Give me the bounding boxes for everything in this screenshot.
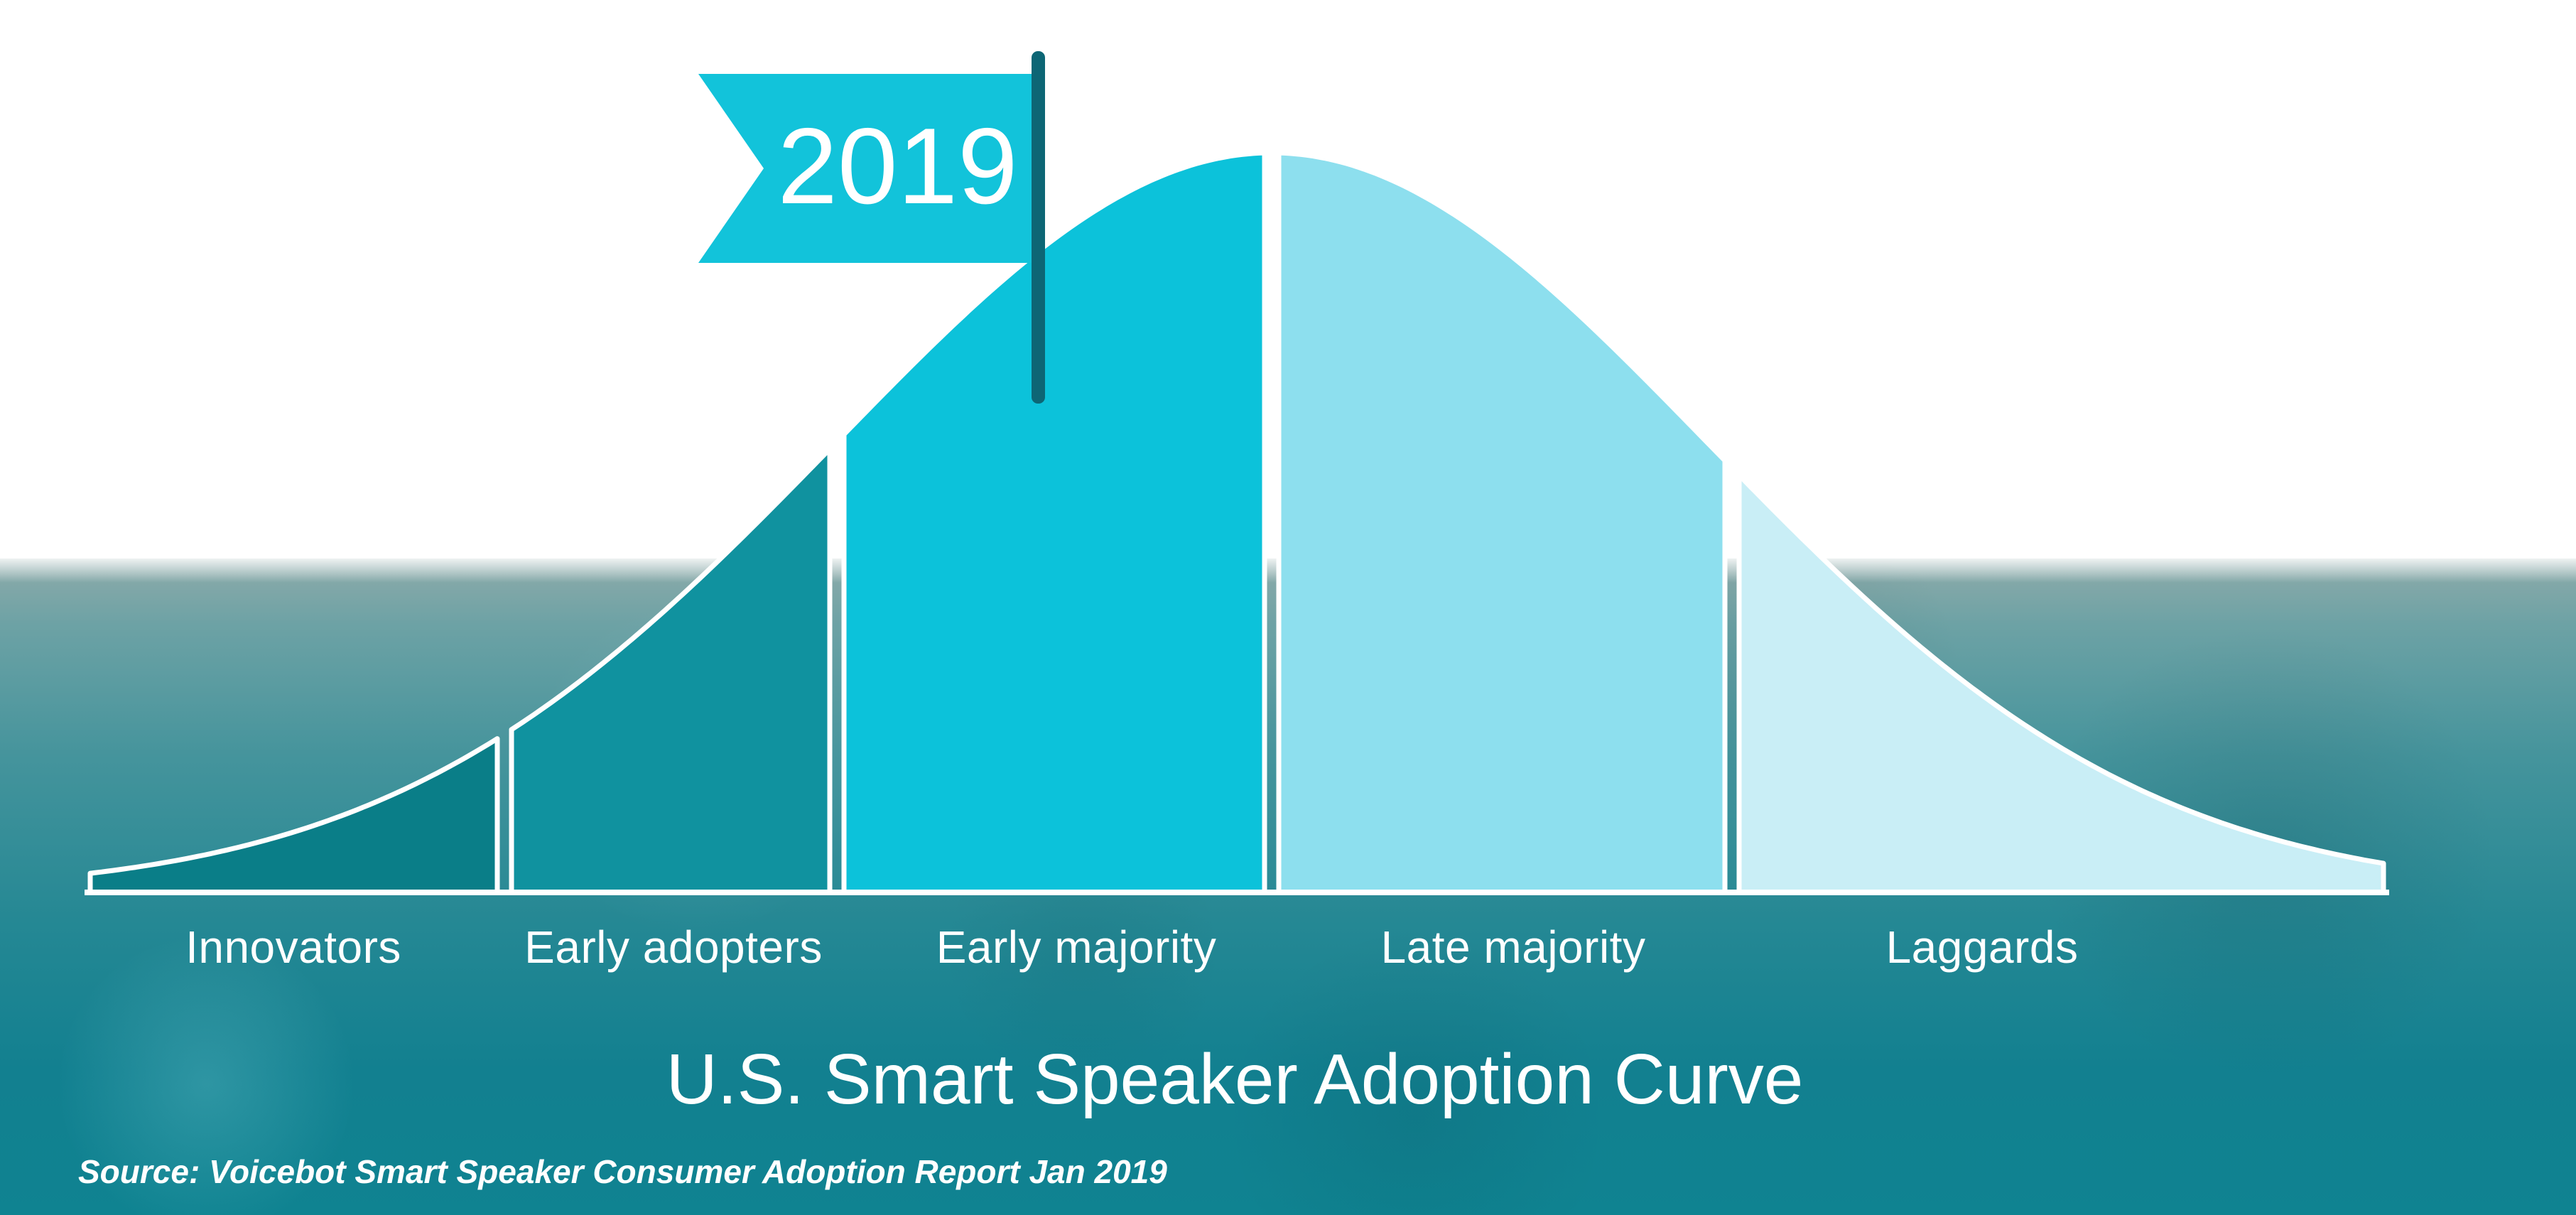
flag-pole bbox=[1032, 51, 1045, 404]
curve-segment-early-majority bbox=[841, 150, 1267, 895]
segment-label-laggards: Laggards bbox=[1885, 922, 2079, 973]
curve-baseline bbox=[85, 890, 2389, 895]
source-note: Source: Voicebot Smart Speaker Consumer … bbox=[78, 1153, 1167, 1190]
year-flag-banner bbox=[698, 74, 1032, 263]
chart-title: U.S. Smart Speaker Adoption Curve bbox=[666, 1040, 1804, 1119]
segment-label-early-majority: Early majority bbox=[936, 922, 1217, 973]
curve-segment-early-adopters bbox=[509, 446, 833, 895]
curve-segment-laggards bbox=[1736, 472, 2386, 895]
curve-segment-late-majority bbox=[1276, 150, 1728, 895]
segment-label-late-majority: Late majority bbox=[1380, 922, 1646, 973]
curve-segment-innovators bbox=[87, 736, 500, 895]
segment-label-early-adopters: Early adopters bbox=[524, 922, 823, 973]
flag-year-label: 2019 bbox=[777, 106, 1018, 227]
segment-label-innovators: Innovators bbox=[185, 922, 401, 973]
